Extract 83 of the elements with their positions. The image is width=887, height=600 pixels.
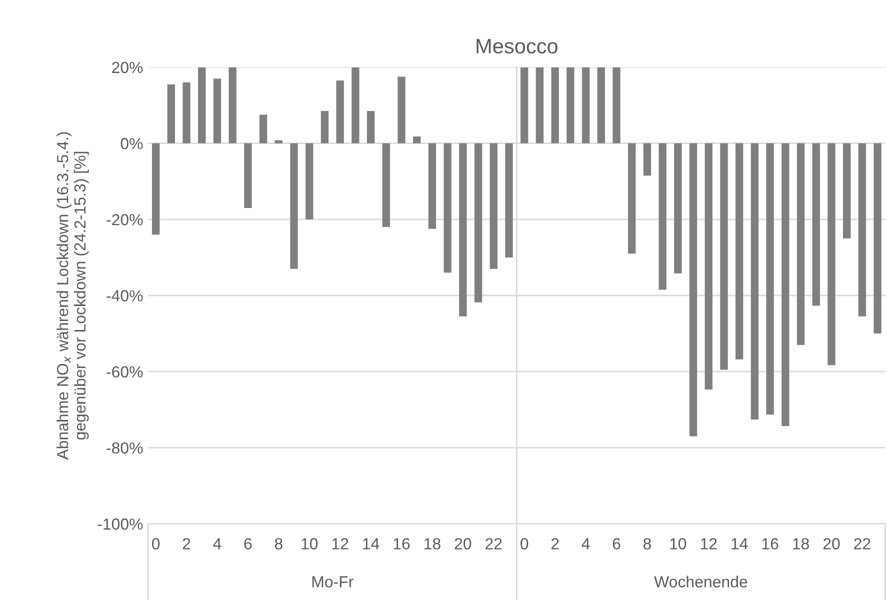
y-tick-label: 0%	[120, 138, 143, 150]
x-tick-label: 12	[332, 538, 348, 550]
x-tick-label: 16	[762, 538, 778, 550]
chart-title: Mesocco	[476, 38, 558, 54]
y-tick-label: -60%	[106, 366, 143, 378]
x-tick-label: 18	[424, 538, 440, 550]
x-tick-label: 14	[363, 538, 380, 550]
y-tick-label: -20%	[106, 214, 143, 226]
x-tick-label: 2	[182, 538, 190, 550]
bar	[736, 143, 744, 360]
x-tick-label: 8	[643, 538, 651, 550]
text: Wochenende	[654, 576, 748, 588]
bar	[597, 67, 605, 144]
bar	[628, 143, 636, 254]
y-axis-title: Abnahme NO$_{x}$ während Lockdown (16.3.-5.4.) gegenüber vor Lockdown (24.2-15.3) [%]	[56, 132, 89, 460]
bar	[152, 143, 160, 235]
y-tick-label: -40%	[106, 290, 143, 302]
bar	[828, 143, 836, 366]
bar	[274, 140, 282, 144]
bar	[658, 143, 666, 290]
y-tick-label: -100%	[98, 518, 143, 530]
bar	[582, 67, 590, 144]
bar	[566, 67, 574, 144]
x-tick-label: 12	[700, 538, 717, 550]
bar	[874, 143, 882, 334]
bar	[750, 143, 759, 420]
bar	[842, 143, 851, 238]
bar	[428, 143, 436, 229]
x-tick-label: 0	[152, 538, 160, 550]
bar	[704, 143, 712, 390]
bar	[674, 143, 682, 274]
x-tick-label: 10	[670, 538, 686, 550]
x-tick-label: 6	[244, 538, 252, 550]
y-tick-label: -80%	[106, 442, 143, 454]
bar	[320, 110, 329, 144]
bar	[474, 143, 482, 302]
x-tick-label: 4	[213, 538, 222, 550]
bar	[689, 143, 698, 436]
x-tick-label: 8	[274, 538, 282, 550]
bar	[244, 143, 252, 208]
bar	[352, 67, 360, 144]
bar	[198, 67, 206, 144]
bar	[336, 80, 344, 144]
text: Mo-Fr	[312, 576, 354, 588]
bar	[228, 67, 236, 144]
x-tick-label: 2	[551, 538, 559, 550]
x-tick-label: 16	[394, 538, 410, 550]
bar	[505, 143, 513, 258]
bar	[398, 76, 406, 144]
bar	[643, 143, 652, 176]
x-tick-label: 10	[302, 538, 318, 550]
bar	[812, 143, 820, 306]
bar	[213, 78, 222, 144]
bar	[551, 67, 559, 144]
bar	[459, 143, 467, 316]
bar	[766, 143, 774, 415]
bar	[858, 143, 866, 316]
bar	[382, 143, 390, 228]
bar	[796, 143, 805, 345]
bar	[520, 67, 528, 144]
bar	[782, 143, 790, 426]
bar	[182, 82, 190, 144]
bar	[306, 143, 314, 220]
x-tick-label: 6	[612, 538, 620, 550]
x-tick-label: 0	[520, 538, 528, 550]
x-tick-label: 22	[486, 538, 502, 550]
x-tick-label: 20	[454, 538, 472, 550]
y-tick-label: 20%	[112, 62, 143, 74]
bar	[167, 84, 175, 144]
bar	[720, 143, 728, 370]
bar	[290, 143, 298, 269]
x-tick-label: 20	[823, 538, 840, 550]
bar	[536, 67, 544, 144]
bar	[259, 114, 268, 144]
x-tick-label: 14	[732, 538, 748, 550]
bar	[366, 110, 375, 144]
bar	[490, 143, 498, 269]
x-tick-label: 22	[854, 538, 870, 550]
bar	[444, 143, 452, 273]
x-tick-label: 4	[582, 538, 590, 550]
bar	[612, 67, 620, 144]
x-tick-label: 18	[793, 538, 809, 550]
bar	[413, 136, 421, 144]
